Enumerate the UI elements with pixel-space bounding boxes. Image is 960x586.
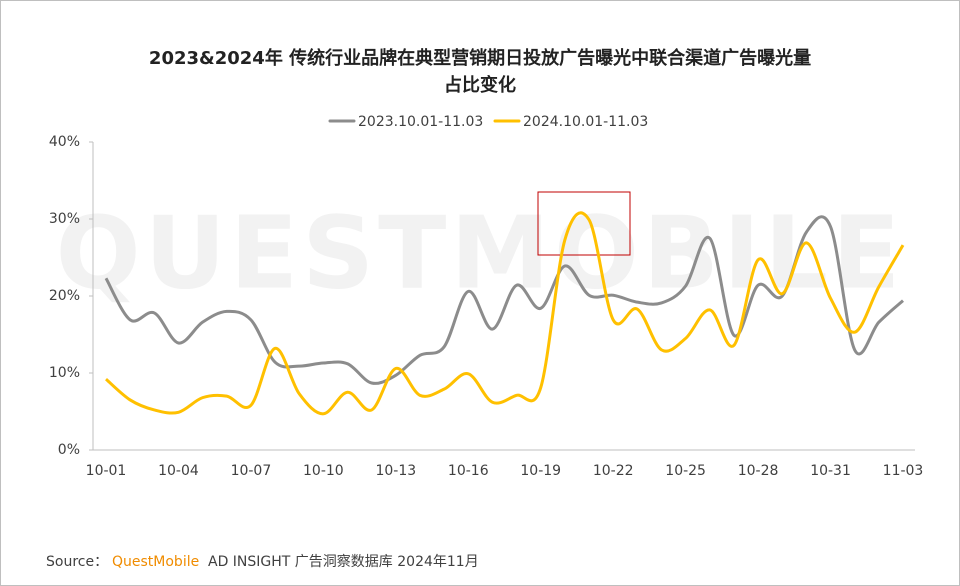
source-brand: QuestMobile xyxy=(112,554,199,570)
x-tick-label: 10-10 xyxy=(303,463,344,479)
x-tick-label: 10-07 xyxy=(231,463,272,479)
y-tick-label: 30% xyxy=(49,211,80,227)
y-tick-label: 20% xyxy=(49,288,80,304)
legend-label: 2023.10.01-11.03 xyxy=(358,114,483,130)
x-tick-label: 11-03 xyxy=(883,463,924,479)
legend-label: 2024.10.01-11.03 xyxy=(523,114,648,130)
x-tick-label: 10-22 xyxy=(593,463,634,479)
source-text: AD INSIGHT 广告洞察数据库 2024年11月 xyxy=(208,553,479,570)
chart-title: 占比变化 xyxy=(444,74,516,96)
x-tick-label: 10-19 xyxy=(520,463,561,479)
x-tick-label: 10-13 xyxy=(375,463,416,479)
x-tick-label: 10-31 xyxy=(810,463,851,479)
x-tick-label: 10-01 xyxy=(86,463,127,479)
x-tick-label: 10-25 xyxy=(665,463,706,479)
y-tick-label: 10% xyxy=(49,365,80,381)
y-tick-label: 40% xyxy=(49,134,80,150)
source-prefix: Source： xyxy=(46,554,108,570)
watermark: QUESTMOBILE xyxy=(56,194,905,311)
highlight-box xyxy=(537,191,631,256)
chart-title: 2023&2024年 传统行业品牌在典型营销期日投放广告曝光中联合渠道广告曝光量 xyxy=(149,47,811,69)
series-line xyxy=(105,211,905,416)
x-tick-label: 10-04 xyxy=(158,463,199,479)
series-line xyxy=(104,215,904,385)
x-tick-label: 10-16 xyxy=(448,463,489,479)
x-tick-label: 10-28 xyxy=(738,463,779,479)
y-tick-label: 0% xyxy=(58,442,80,458)
